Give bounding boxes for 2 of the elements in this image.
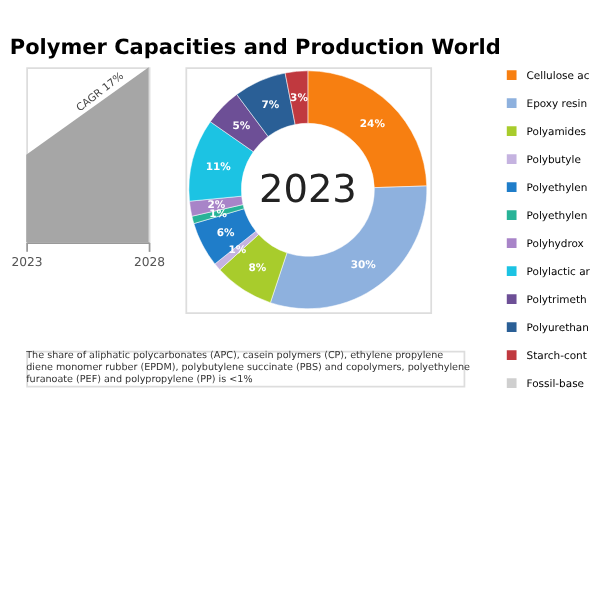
text: 2023 (258, 166, 357, 213)
text: Polymer Capacities and Production World (9, 36, 501, 61)
